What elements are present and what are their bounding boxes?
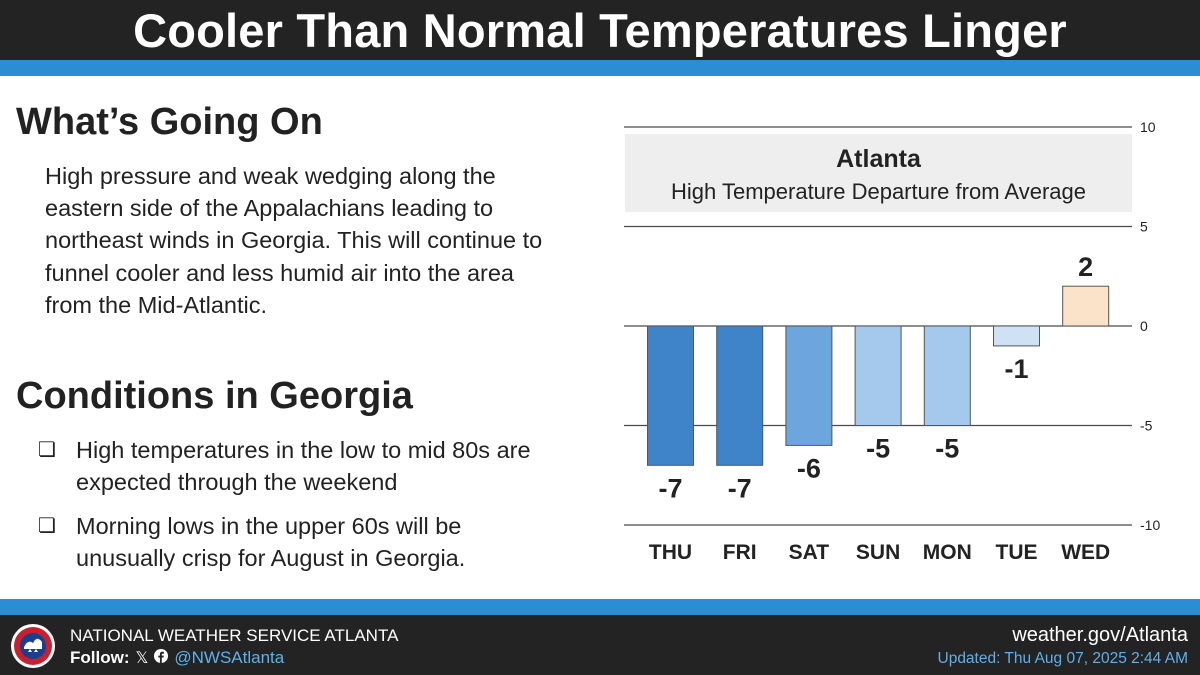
facebook-icon[interactable] bbox=[154, 648, 169, 668]
x-tick-label: FRI bbox=[723, 541, 757, 564]
y-tick-label: 0 bbox=[1140, 318, 1148, 334]
list-item: ❏ High temperatures in the low to mid 80… bbox=[38, 434, 558, 498]
bottom-accent-stripe bbox=[0, 599, 1200, 615]
checkbox-icon: ❏ bbox=[38, 439, 56, 461]
chart-subtitle: High Temperature Departure from Average bbox=[671, 179, 1086, 204]
bar bbox=[854, 325, 902, 426]
bullet-text: High temperatures in the low to mid 80s … bbox=[76, 437, 531, 495]
updated-timestamp: Updated: Thu Aug 07, 2025 2:44 AM bbox=[937, 650, 1189, 667]
footer-bar: NATIONAL WEATHER SERVICE ATLANTA Follow:… bbox=[0, 615, 1200, 675]
bar bbox=[785, 325, 833, 446]
x-tick-label: SAT bbox=[789, 541, 830, 564]
x-tick-label: MON bbox=[923, 541, 972, 564]
data-label: -1 bbox=[1004, 354, 1028, 384]
follow-label: Follow: bbox=[70, 648, 130, 667]
website-link[interactable]: weather.gov/Atlanta bbox=[1012, 624, 1188, 646]
nws-logo-icon bbox=[11, 624, 55, 668]
footer-org-name: NATIONAL WEATHER SERVICE ATLANTA bbox=[70, 626, 399, 645]
section-whats-going-on-text: High pressure and weak wedging along the… bbox=[45, 163, 543, 318]
bar bbox=[1062, 285, 1110, 327]
bullet-text: Morning lows in the upper 60s will be un… bbox=[76, 513, 466, 571]
section-title-whats-going-on: What’s Going On bbox=[16, 101, 323, 143]
chart-title: Atlanta bbox=[836, 145, 921, 173]
section-title-conditions: Conditions in Georgia bbox=[16, 375, 413, 417]
y-tick-label: -5 bbox=[1140, 418, 1153, 434]
chart-title-box: Atlanta High Temperature Departure from … bbox=[625, 134, 1132, 212]
x-tick-label: SUN bbox=[856, 541, 900, 564]
x-tick-label: TUE bbox=[996, 541, 1038, 564]
bar bbox=[647, 325, 694, 466]
data-label: -5 bbox=[866, 434, 890, 464]
list-item: ❏ Morning lows in the upper 60s will be … bbox=[38, 510, 558, 574]
conditions-list: ❏ High temperatures in the low to mid 80… bbox=[38, 434, 558, 586]
checkbox-icon: ❏ bbox=[38, 515, 56, 537]
data-label: -6 bbox=[797, 453, 821, 483]
bar bbox=[923, 325, 971, 426]
bar bbox=[993, 325, 1040, 347]
bar bbox=[716, 325, 764, 466]
x-tick-label: WED bbox=[1061, 541, 1110, 564]
data-label: 2 bbox=[1078, 252, 1093, 282]
header-bar: Cooler Than Normal Temperatures Linger bbox=[0, 0, 1200, 60]
social-handle-link[interactable]: @NWSAtlanta bbox=[174, 648, 285, 667]
data-label: -7 bbox=[728, 473, 752, 503]
y-tick-label: 10 bbox=[1140, 119, 1156, 135]
data-label: -5 bbox=[935, 434, 959, 464]
x-tick-label: THU bbox=[649, 541, 692, 564]
y-tick-label: -10 bbox=[1140, 517, 1160, 533]
data-label: -7 bbox=[658, 473, 682, 503]
temperature-departure-chart: 10 5 0 -5 -10 -7 THU -7 FRI -6 SAT -5 SUN -5 MON -1 TUE 2… bbox=[624, 119, 1160, 564]
page-title: Cooler Than Normal Temperatures Linger bbox=[133, 3, 1067, 57]
y-tick-label: 5 bbox=[1140, 219, 1148, 235]
top-accent-stripe bbox=[0, 60, 1200, 76]
x-logo-icon[interactable]: 𝕏 bbox=[135, 650, 149, 667]
footer-follow: Follow: 𝕏 @NWSAtlanta bbox=[70, 648, 284, 668]
